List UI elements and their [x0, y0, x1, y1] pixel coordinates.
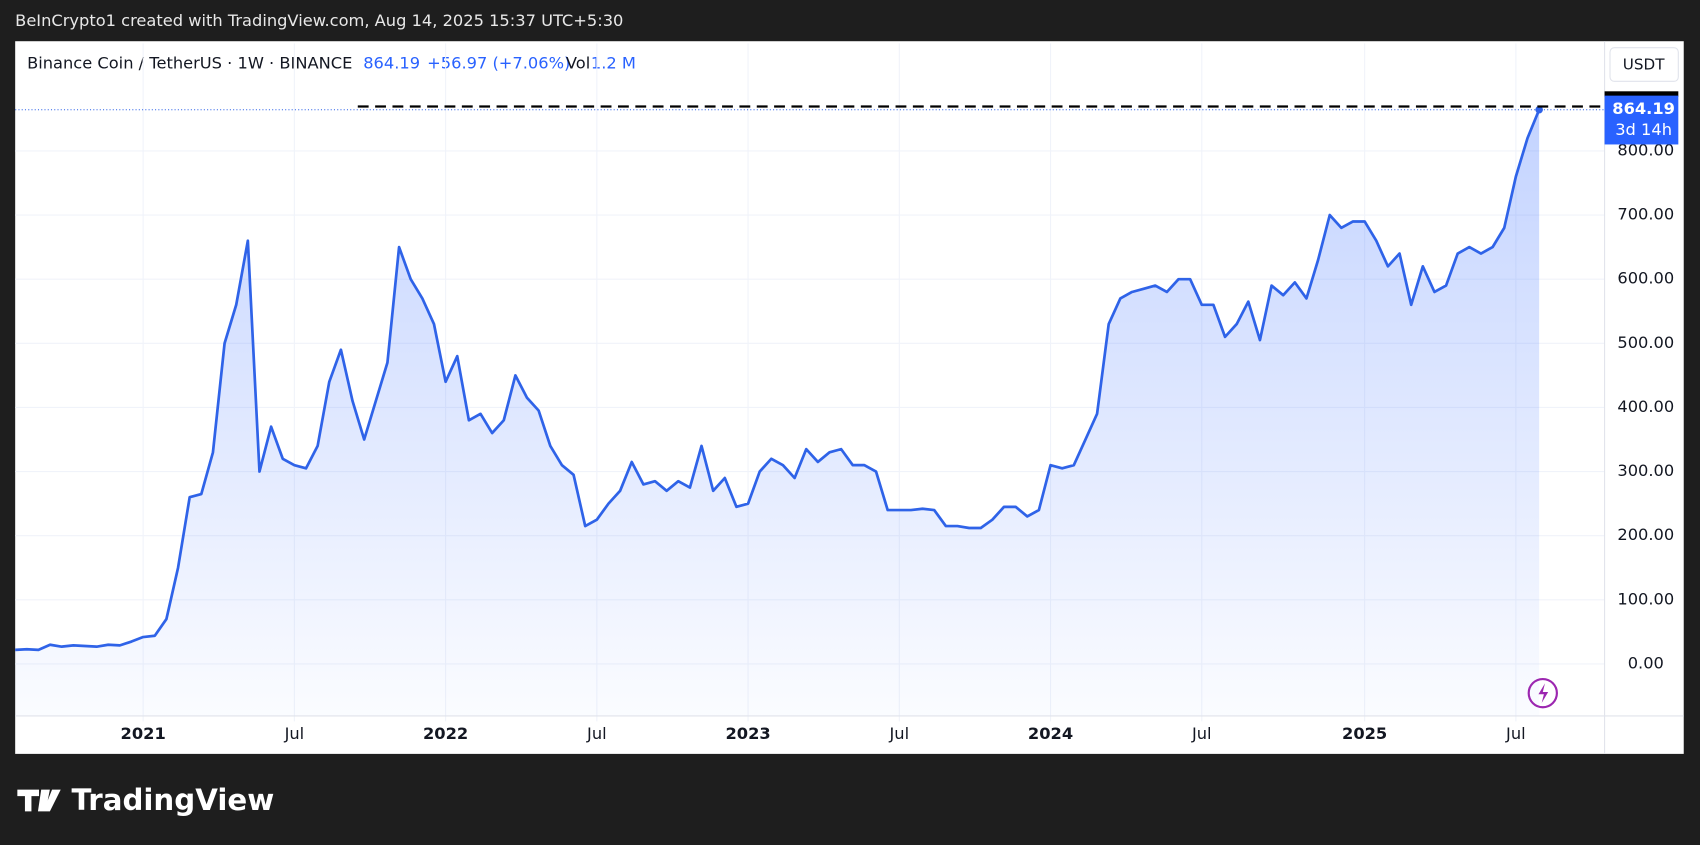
axes: 0.00 100.00 200.00 300.00 400.00 500.00 600.00… [15, 41, 1684, 754]
x-tick-label: Jul [586, 724, 607, 743]
x-tick-label: Jul [284, 724, 305, 743]
price-label-box [1604, 95, 1679, 145]
x-tick-label: 2021 [121, 724, 166, 743]
volume: 1.2 M [591, 53, 636, 72]
y-tick-label: 0.00 [1628, 653, 1664, 672]
y-tick-label: 600.00 [1617, 269, 1674, 288]
y-tick-label: 200.00 [1617, 525, 1674, 544]
logo: TradingView [72, 783, 275, 817]
currency-button-label[interactable]: USDT [1623, 56, 1665, 74]
symbol: Binance Coin / TetherUS · 1W · BINANCE [27, 53, 352, 72]
countdown: 3d 14h [1615, 120, 1672, 139]
y-tick-label: 800.00 [1617, 140, 1674, 159]
x-tick-label: 2025 [1342, 724, 1387, 743]
y-tick-label: 400.00 [1617, 397, 1674, 416]
x-tick-label: 2023 [725, 724, 770, 743]
last-point [1535, 105, 1543, 114]
y-tick-label: 500.00 [1617, 333, 1674, 352]
x-tick-label: Jul [1505, 724, 1526, 743]
x-tick-label: 2024 [1028, 724, 1073, 743]
x-tick-label: 2022 [423, 724, 468, 743]
plot [15, 105, 1605, 716]
y-tick-label: 100.00 [1617, 589, 1674, 608]
top-bar: BeInCrypto1 created with TradingView.com… [15, 11, 623, 30]
alert-icon[interactable] [1527, 677, 1558, 709]
price-label: 864.19 [1612, 99, 1675, 118]
price-line [15, 109, 1541, 652]
change: +56.97 (+7.06%) [427, 53, 570, 72]
y-tick-label: 700.00 [1617, 205, 1674, 224]
price: 864.19 [363, 53, 420, 72]
currency-button[interactable] [1609, 47, 1679, 82]
y-tick-label: 300.00 [1617, 461, 1674, 480]
x-tick-label: Jul [889, 724, 910, 743]
area-fill [15, 109, 1540, 716]
price-label-strip [1604, 91, 1679, 97]
volume-label: Vol [566, 53, 590, 72]
alert-bolt [1538, 683, 1549, 703]
x-tick-label: Jul [1191, 724, 1212, 743]
